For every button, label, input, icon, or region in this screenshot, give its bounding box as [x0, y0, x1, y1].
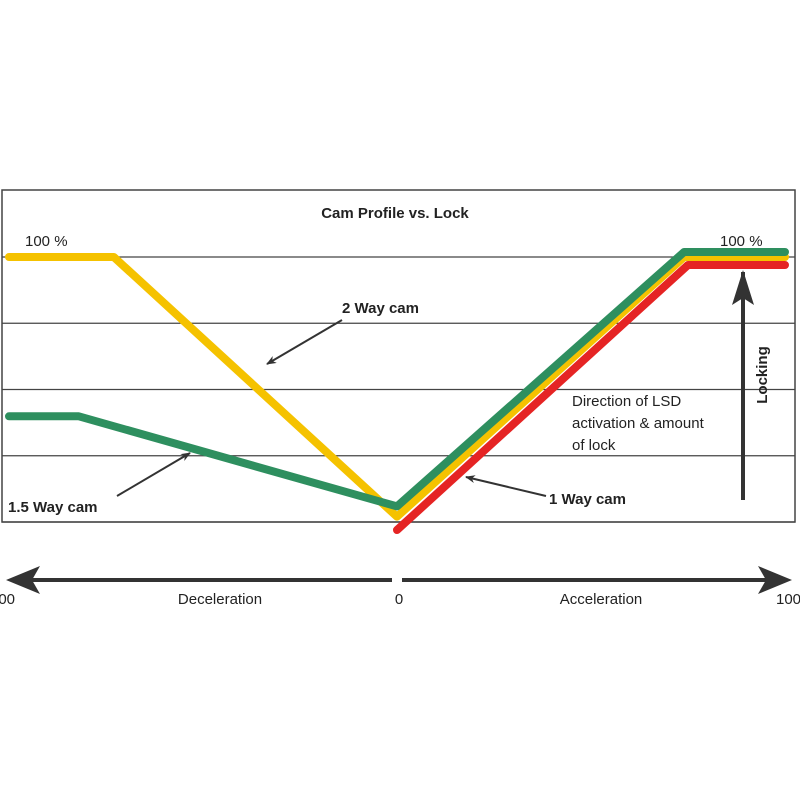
- lsd-note-line-1: Direction of LSD: [572, 393, 681, 410]
- gridlines: [2, 256, 795, 523]
- lsd-note-line-3: of lock: [572, 437, 616, 454]
- one-point-five-way-cam-label: 1.5 Way cam: [8, 499, 98, 516]
- one-way-pointer-arrow: [465, 475, 547, 497]
- one-point-five-way-pointer-arrow: [116, 452, 191, 497]
- chart-title: Cam Profile vs. Lock: [321, 205, 469, 222]
- acceleration-arrow-head-icon: [758, 566, 792, 594]
- lsd-note-line-2: activation & amount: [572, 415, 705, 432]
- series-line-1-way-cam: [393, 261, 789, 534]
- one-way-cam-label: 1 Way cam: [549, 491, 626, 508]
- two-way-pointer-arrow: [266, 319, 343, 365]
- locking-arrow-head-icon: [732, 270, 754, 305]
- series-line-2-way-cam: [5, 253, 789, 521]
- locking-label: Locking: [754, 346, 771, 404]
- series-line-1-5-way-cam: [5, 248, 789, 511]
- x-tick-left: 100: [0, 591, 15, 608]
- deceleration-label: Deceleration: [178, 591, 262, 608]
- plot-frame: [1, 189, 796, 523]
- x-tick-right: 100: [776, 591, 800, 608]
- series-lines: [5, 248, 789, 534]
- top-left-100-label: 100 %: [25, 233, 68, 250]
- deceleration-arrow-head-icon: [6, 566, 40, 594]
- acceleration-label: Acceleration: [560, 591, 643, 608]
- two-way-cam-label: 2 Way cam: [342, 300, 419, 317]
- x-tick-zero: 0: [395, 591, 403, 608]
- top-right-100-label: 100 %: [720, 233, 763, 250]
